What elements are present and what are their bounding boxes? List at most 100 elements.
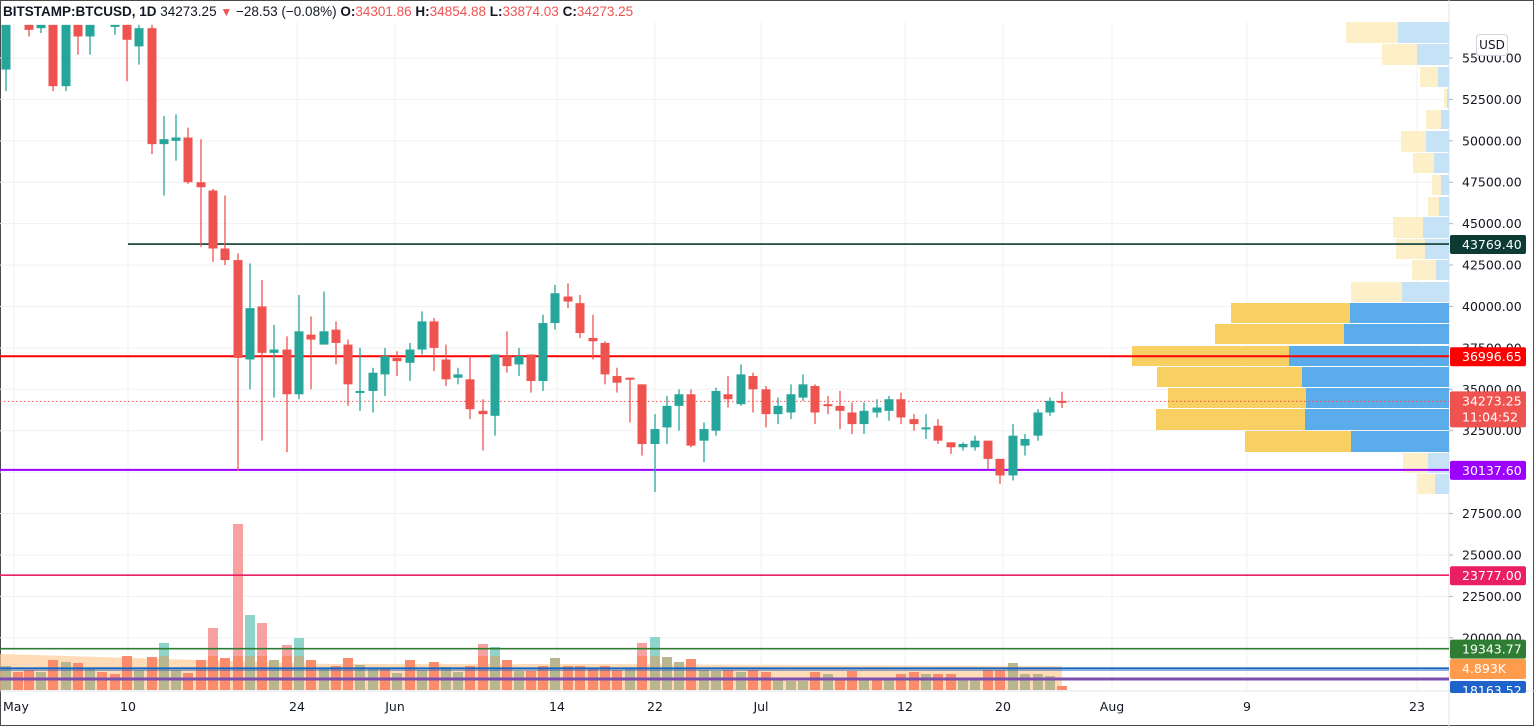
volume-bar-overlap	[674, 662, 684, 690]
price-tick-label: 50000.00	[1462, 133, 1522, 148]
candles	[1, 24, 1067, 493]
volume-profile-up-bar	[1441, 110, 1449, 129]
candle-up	[405, 349, 415, 363]
candle-down	[823, 404, 833, 407]
volume-profile-down-bar	[1413, 153, 1434, 173]
candle-down	[331, 329, 341, 343]
candle-down	[502, 356, 512, 367]
candle-up	[61, 24, 71, 87]
candle-down	[835, 405, 845, 411]
candle-down	[196, 182, 206, 188]
candle-up	[85, 24, 95, 37]
currency-button[interactable]: USD	[1476, 34, 1508, 56]
volume-bar-overlap	[13, 672, 23, 690]
candle-up	[921, 427, 931, 430]
volume-profile-down-bar	[1156, 409, 1305, 430]
time-tick-label: 24	[289, 699, 305, 714]
candle-down	[282, 349, 292, 395]
volume-profile-down-bar	[1417, 474, 1435, 494]
price-tick-label: 52500.00	[1462, 92, 1522, 107]
volume-bar-overlap	[823, 674, 833, 690]
price-tag-19343.77-text: 19343.77	[1462, 642, 1522, 657]
candle-down	[748, 376, 758, 390]
volume-bars	[0, 524, 1067, 690]
open-label: O:	[340, 4, 356, 19]
volume-profile-up-bar	[1423, 217, 1449, 238]
volume-bar-overlap	[233, 656, 243, 690]
time-axis[interactable]: May 10 24 Jun 14 22 Jul 12 20 Aug 9 23	[3, 699, 1425, 714]
candle-up	[1008, 435, 1018, 476]
candle-down	[392, 357, 402, 362]
candle-up	[662, 405, 672, 428]
volume-profile-down-bar	[1412, 260, 1436, 280]
volume-bar-overlap	[786, 681, 796, 690]
volume-bar-overlap	[686, 659, 696, 690]
candle-down	[48, 24, 58, 87]
candle-up	[134, 28, 144, 47]
price-tags: 43769.40 36996.65 30137.60 23777.00 19343.77…	[1450, 235, 1526, 698]
volume-bar-overlap	[884, 679, 894, 690]
volume-bar-overlap	[970, 680, 980, 690]
price-tick-label: 42500.00	[1462, 258, 1522, 273]
candle-down	[147, 28, 157, 145]
price-tick-label: 47500.00	[1462, 175, 1522, 190]
candle-down	[847, 412, 857, 425]
volume-bar-overlap	[909, 672, 919, 690]
volume-profile	[1132, 22, 1449, 494]
candle-up	[884, 399, 894, 411]
time-tick-label: 22	[647, 699, 663, 714]
volume-profile-down-bar	[1420, 67, 1438, 87]
time-tick-label: 14	[549, 699, 565, 714]
volume-profile-down-bar	[1444, 89, 1447, 108]
candle-down	[441, 359, 451, 380]
volume-profile-up-bar	[1435, 474, 1449, 494]
volume-bar-overlap	[147, 657, 157, 690]
volume-bar-overlap	[637, 656, 647, 690]
volume-bar	[245, 615, 255, 690]
candle-up	[1033, 412, 1043, 436]
volume-profile-up-bar	[1402, 282, 1449, 302]
candle-up	[786, 394, 796, 413]
volume-bar-overlap	[110, 674, 120, 690]
last-price: 34273.25	[160, 4, 217, 19]
volume-profile-up-bar	[1351, 431, 1449, 452]
candle-down	[1057, 400, 1067, 403]
low-value: 33874.03	[502, 4, 559, 19]
volume-bar-overlap	[257, 656, 267, 690]
price-tag-43769.40	[1450, 235, 1526, 255]
volume-bar-overlap	[550, 658, 560, 690]
low-label: L:	[489, 4, 503, 19]
candle-down	[946, 442, 956, 448]
close-label: C:	[562, 4, 577, 19]
candle-down	[625, 377, 635, 380]
candle-up	[550, 293, 560, 324]
volume-bar	[233, 524, 243, 690]
candle-up	[538, 323, 548, 382]
volume-bar-overlap	[835, 679, 845, 690]
volume-bar-overlap	[48, 660, 58, 690]
volume-bar-overlap	[921, 674, 931, 690]
candle-down	[612, 376, 622, 383]
volume-bar-overlap	[196, 660, 206, 690]
price-tick-label: 40000.00	[1462, 299, 1522, 314]
candle-down	[526, 354, 536, 382]
volume-profile-down-bar	[1403, 453, 1428, 473]
candle-down	[183, 137, 193, 183]
volume-profile-up-bar	[1306, 388, 1449, 408]
price-tick-label: 27500.00	[1462, 506, 1522, 521]
volume-profile-up-bar	[1428, 453, 1449, 473]
candle-up	[650, 429, 660, 444]
volume-bar-overlap	[97, 672, 107, 690]
candle-down	[723, 394, 733, 400]
candle-up	[171, 137, 181, 141]
volume-profile-down-bar	[1245, 431, 1351, 452]
volume-profile-down-bar	[1396, 239, 1425, 259]
symbol-legend: BITSTAMP:BTCUSD, 1D 34273.25 ▼ −28.53 (−…	[3, 2, 633, 22]
candle-down	[686, 394, 696, 446]
candle-down	[465, 379, 475, 410]
volume-bar-overlap	[61, 662, 71, 690]
candle-down	[896, 399, 906, 418]
candle-up	[110, 24, 120, 27]
